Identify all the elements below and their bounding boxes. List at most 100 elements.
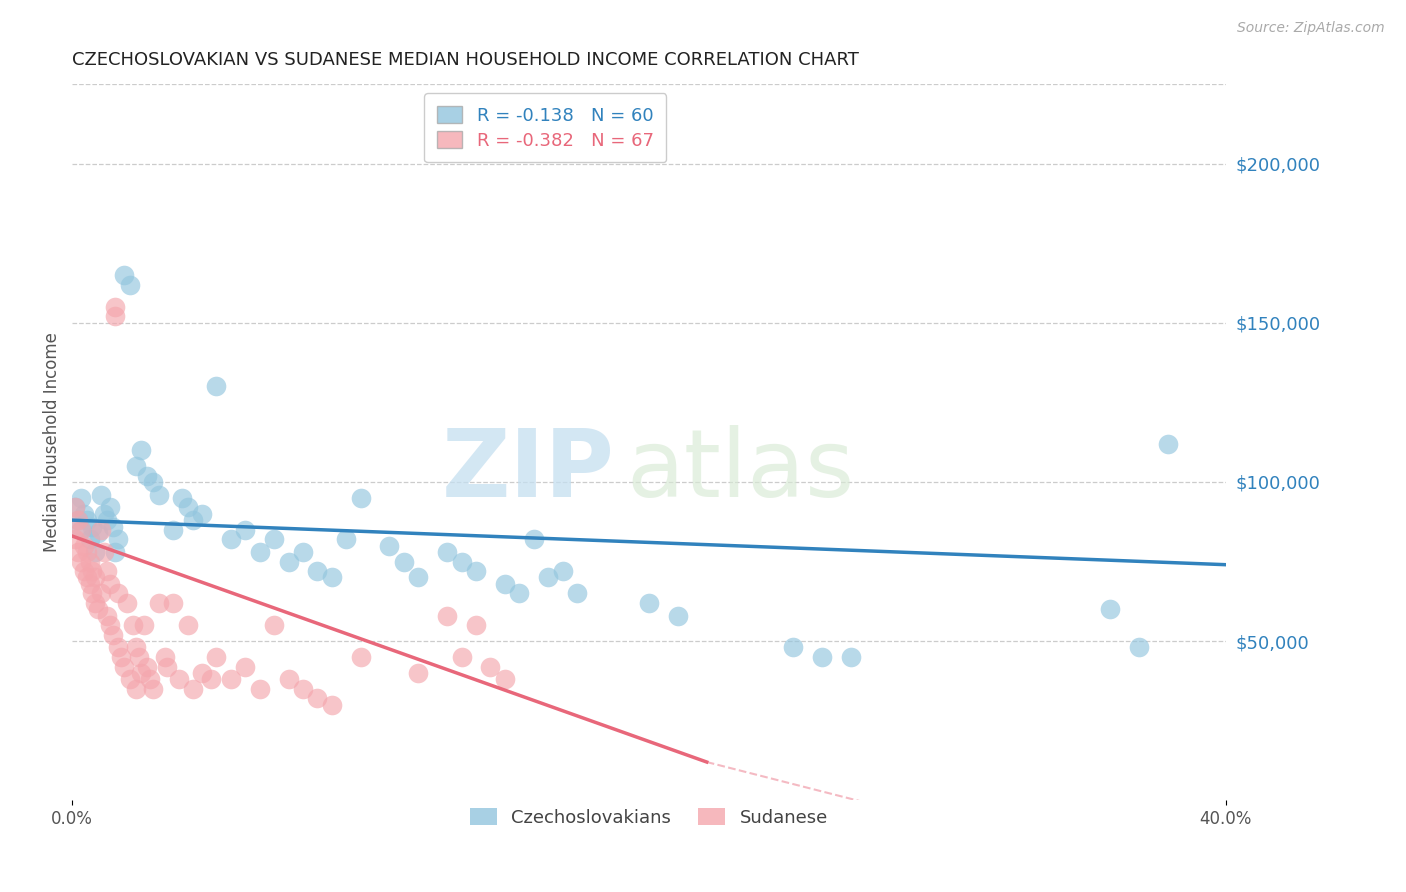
Point [249, 545, 271, 559]
Point [101, 628, 124, 642]
Point [200, 673, 222, 687]
Point [87, 525, 110, 540]
Text: Source: ZipAtlas.com: Source: ZipAtlas.com [1237, 21, 1385, 35]
Point [84, 570, 107, 584]
Point [63, 533, 86, 547]
Point [183, 681, 205, 696]
Point [142, 475, 165, 489]
Point [565, 586, 588, 600]
Point [148, 488, 170, 502]
Point [1128, 640, 1150, 655]
Point [112, 268, 135, 282]
Point [90, 586, 112, 600]
Point [98, 576, 121, 591]
Point [136, 659, 159, 673]
Point [638, 596, 661, 610]
Point [98, 618, 121, 632]
Point [263, 618, 285, 632]
Point [118, 277, 141, 292]
Point [96, 513, 118, 527]
Point [167, 673, 190, 687]
Point [73, 507, 96, 521]
Point [392, 555, 415, 569]
Point [321, 570, 343, 584]
Point [277, 673, 299, 687]
Point [450, 555, 472, 569]
Point [479, 659, 502, 673]
Point [82, 586, 104, 600]
Point [233, 659, 256, 673]
Point [219, 673, 242, 687]
Point [1157, 436, 1180, 450]
Point [191, 507, 214, 521]
Point [79, 576, 101, 591]
Point [291, 681, 314, 696]
Point [551, 564, 574, 578]
Point [219, 533, 242, 547]
Point [249, 681, 271, 696]
Point [176, 618, 198, 632]
Point [307, 564, 329, 578]
Point [436, 545, 458, 559]
Point [76, 545, 98, 559]
Point [321, 698, 343, 712]
Point [162, 596, 184, 610]
Point [63, 500, 86, 515]
Point [84, 596, 107, 610]
Point [84, 545, 107, 559]
Point [205, 650, 228, 665]
Point [107, 533, 129, 547]
Point [66, 513, 89, 527]
Point [121, 618, 143, 632]
Point [87, 602, 110, 616]
Point [93, 507, 115, 521]
Point [170, 491, 193, 505]
Point [156, 659, 179, 673]
Point [104, 310, 127, 324]
Point [107, 586, 129, 600]
Point [465, 564, 488, 578]
Point [436, 608, 458, 623]
Point [537, 570, 560, 584]
Point [450, 650, 472, 665]
Point [782, 640, 804, 655]
Point [70, 523, 93, 537]
Point [115, 596, 138, 610]
Point [63, 500, 86, 515]
Point [110, 650, 132, 665]
Y-axis label: Median Household Income: Median Household Income [44, 332, 60, 552]
Point [125, 458, 148, 473]
Text: ZIP: ZIP [441, 425, 614, 516]
Point [131, 443, 153, 458]
Point [104, 300, 127, 314]
Point [494, 576, 516, 591]
Point [96, 608, 118, 623]
Point [307, 691, 329, 706]
Point [131, 665, 153, 680]
Point [73, 539, 96, 553]
Point [66, 513, 89, 527]
Point [136, 468, 159, 483]
Point [90, 488, 112, 502]
Point [112, 659, 135, 673]
Point [523, 533, 546, 547]
Point [66, 545, 89, 559]
Point [79, 555, 101, 569]
Point [291, 545, 314, 559]
Point [128, 650, 150, 665]
Legend: Czechoslovakians, Sudanese: Czechoslovakians, Sudanese [463, 801, 835, 834]
Point [811, 650, 834, 665]
Point [494, 673, 516, 687]
Point [101, 519, 124, 533]
Point [125, 640, 148, 655]
Point [277, 555, 299, 569]
Text: atlas: atlas [626, 425, 855, 516]
Point [125, 681, 148, 696]
Point [839, 650, 862, 665]
Point [79, 533, 101, 547]
Point [139, 673, 162, 687]
Point [162, 523, 184, 537]
Point [666, 608, 689, 623]
Point [96, 564, 118, 578]
Point [153, 650, 176, 665]
